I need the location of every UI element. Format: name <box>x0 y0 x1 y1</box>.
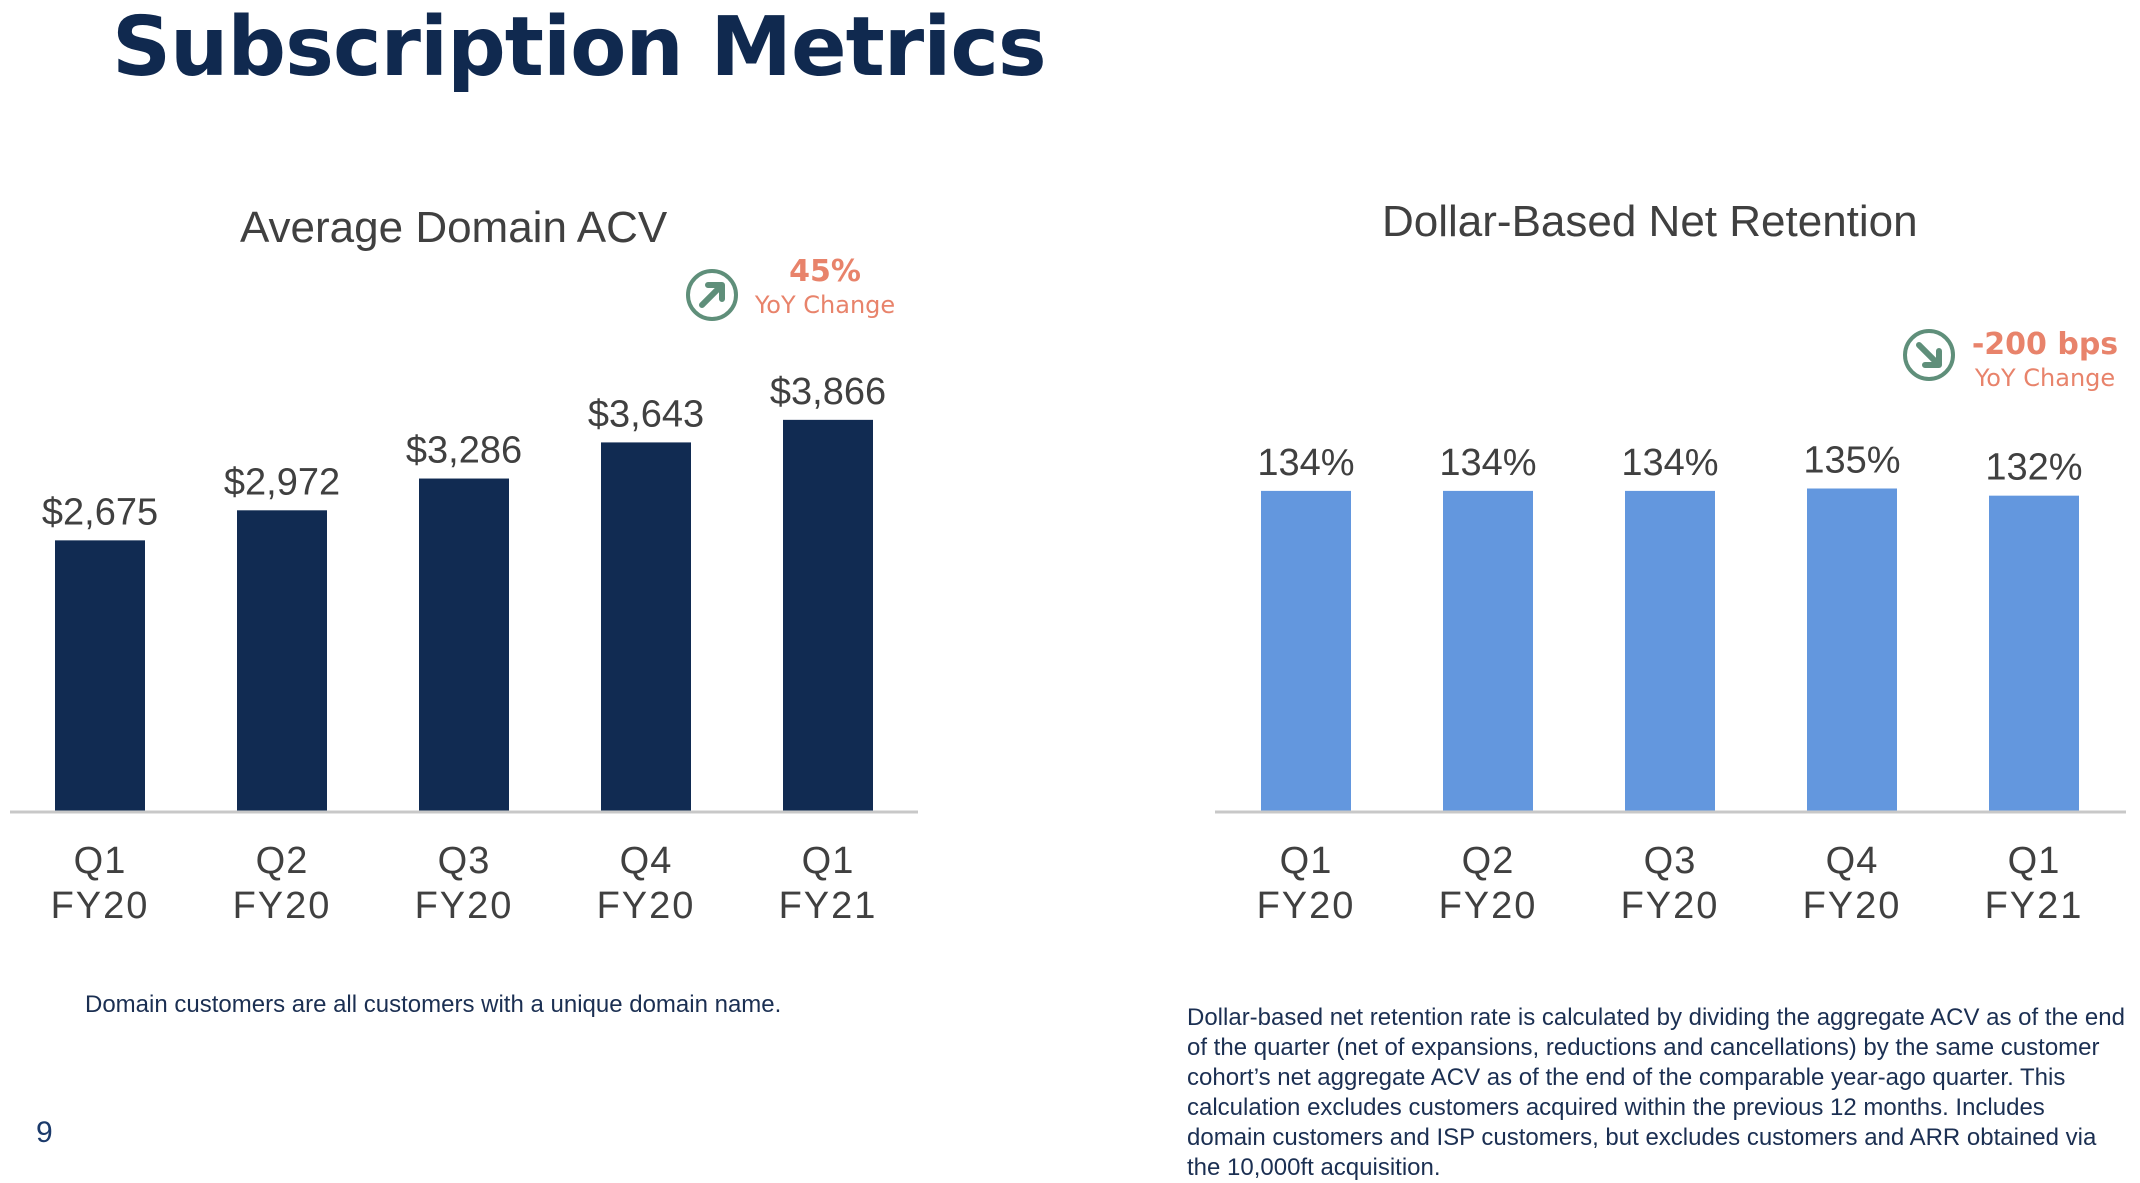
acv-value-label-3: $3,286 <box>406 430 522 472</box>
retention-yoy-callout: -200 bps YoY Change <box>1960 327 2130 392</box>
acv-tick-quarter-1: Q1 <box>74 840 127 882</box>
retention-tick-quarter-4: Q4 <box>1826 840 1879 882</box>
retention-value-label-1: 134% <box>1257 442 1354 484</box>
acv-bar-4 <box>601 442 691 811</box>
retention-tick-year-3: FY20 <box>1621 885 1720 927</box>
page-number: 9 <box>36 1116 53 1149</box>
acv-bar-2 <box>237 510 327 811</box>
acv-tick-year-1: FY20 <box>51 885 150 927</box>
acv-yoy-callout: 45% YoY Change <box>750 254 900 319</box>
acv-footnote: Domain customers are all customers with … <box>85 991 782 1018</box>
acv-tick-year-5: FY21 <box>779 885 878 927</box>
retention-value-label-5: 132% <box>1985 447 2082 489</box>
acv-tick-year-2: FY20 <box>233 885 332 927</box>
acv-value-label-4: $3,643 <box>588 393 704 435</box>
up-right-arrow-icon <box>686 269 738 321</box>
acv-tick-year-3: FY20 <box>415 885 514 927</box>
retention-value-label-3: 134% <box>1621 442 1718 484</box>
acv-chart-title: Average Domain ACV <box>240 203 668 252</box>
acv-yoy-value: 45% <box>789 254 861 289</box>
retention-tick-quarter-2: Q2 <box>1462 840 1515 882</box>
acv-bar-5 <box>783 419 873 811</box>
retention-tick-year-1: FY20 <box>1257 885 1356 927</box>
retention-tick-quarter-1: Q1 <box>1280 840 1333 882</box>
acv-yoy-label: YoY Change <box>754 291 896 319</box>
retention-bar-1 <box>1261 490 1351 811</box>
acv-value-label-1: $2,675 <box>42 491 158 533</box>
retention-tick-quarter-5: Q1 <box>2008 840 2061 882</box>
retention-tick-year-2: FY20 <box>1439 885 1538 927</box>
acv-tick-quarter-2: Q2 <box>256 840 309 882</box>
retention-bar-5 <box>1989 495 2079 811</box>
page-title: Subscription Metrics <box>112 0 1047 95</box>
retention-bar-3 <box>1625 490 1715 811</box>
retention-yoy-label: YoY Change <box>1974 364 2116 392</box>
acv-tick-year-4: FY20 <box>597 885 696 927</box>
retention-chart-title: Dollar-Based Net Retention <box>1382 197 1918 246</box>
retention-tick-quarter-3: Q3 <box>1644 840 1697 882</box>
retention-tick-year-4: FY20 <box>1803 885 1902 927</box>
retention-yoy-value: -200 bps <box>1971 327 2119 362</box>
retention-footnote: Dollar-based net retention rate is calcu… <box>1187 1004 2125 1181</box>
acv-tick-quarter-5: Q1 <box>802 840 855 882</box>
acv-tick-quarter-4: Q4 <box>620 840 673 882</box>
retention-value-label-2: 134% <box>1439 442 1536 484</box>
retention-value-label-4: 135% <box>1803 440 1900 482</box>
acv-bar-3 <box>419 478 509 811</box>
down-right-arrow-icon <box>1903 329 1955 381</box>
retention-bar-4 <box>1807 488 1897 811</box>
acv-tick-quarter-3: Q3 <box>438 840 491 882</box>
acv-bar-1 <box>55 540 145 811</box>
retention-tick-year-5: FY21 <box>1985 885 2084 927</box>
retention-bar-2 <box>1443 490 1533 811</box>
acv-value-label-2: $2,972 <box>224 461 340 503</box>
acv-value-label-5: $3,866 <box>770 371 886 413</box>
